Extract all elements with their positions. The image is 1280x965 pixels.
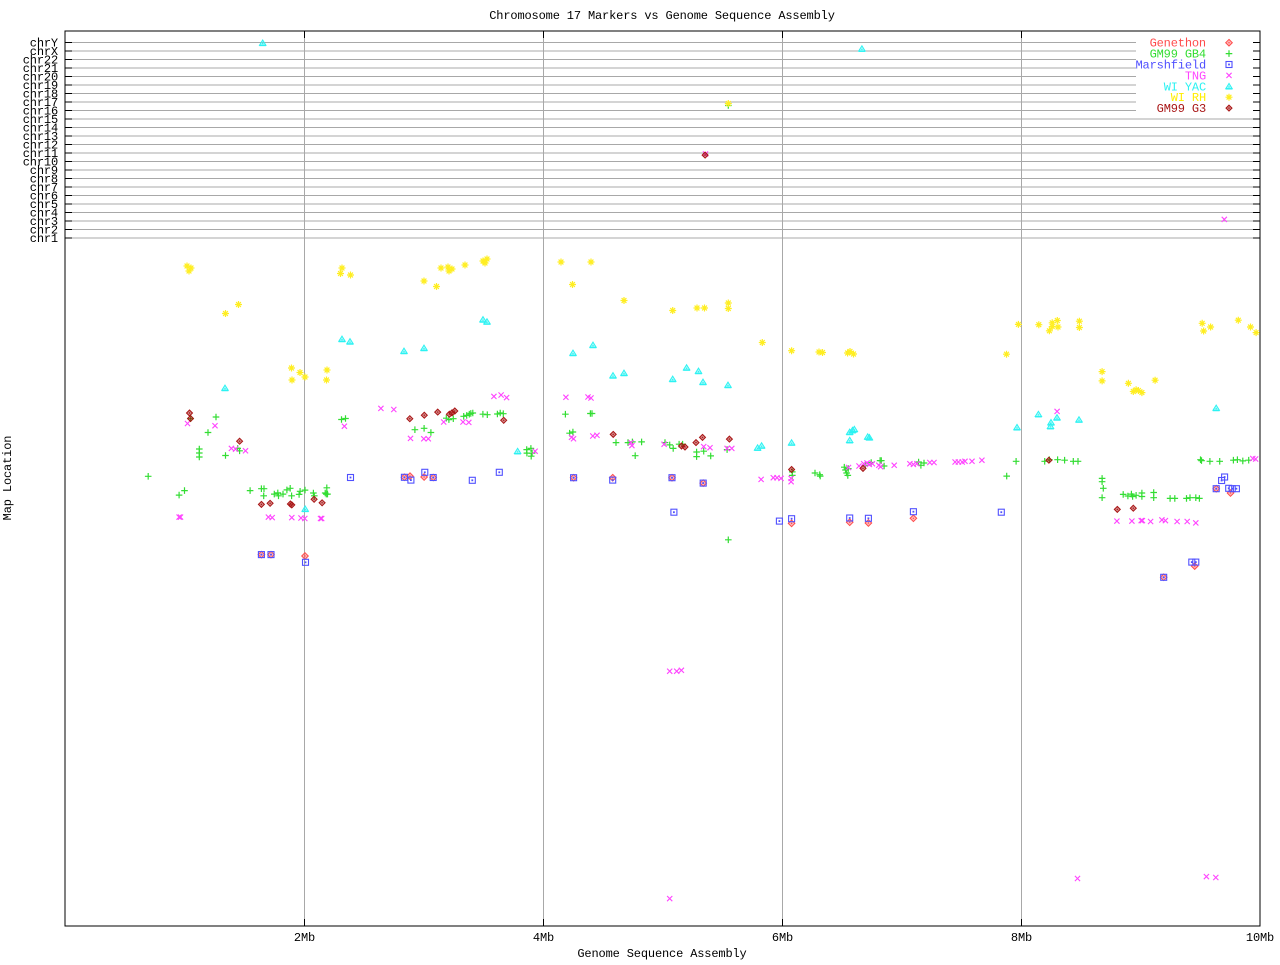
svg-text:TNG: TNG bbox=[1185, 69, 1206, 83]
svg-text:GM99 G3: GM99 G3 bbox=[1157, 102, 1206, 116]
svg-text:chr7: chr7 bbox=[30, 181, 58, 195]
svg-text:chrX: chrX bbox=[30, 45, 58, 59]
svg-text:chr16: chr16 bbox=[23, 104, 58, 118]
svg-text:chr1: chr1 bbox=[30, 232, 58, 246]
svg-text:chr9: chr9 bbox=[30, 164, 58, 178]
svg-text:GM99 GB4: GM99 GB4 bbox=[1150, 48, 1206, 62]
svg-text:10Mb: 10Mb bbox=[1246, 931, 1274, 945]
svg-text:WI RH: WI RH bbox=[1171, 91, 1206, 105]
svg-text:Genome Sequence Assembly: Genome Sequence Assembly bbox=[577, 947, 746, 960]
svg-text:chr12: chr12 bbox=[23, 138, 58, 152]
svg-text:chr17: chr17 bbox=[23, 96, 58, 110]
svg-text:chr20: chr20 bbox=[23, 70, 58, 84]
svg-text:Map Location: Map Location bbox=[1, 436, 15, 521]
svg-text:chr3: chr3 bbox=[30, 215, 58, 229]
svg-text:Marshfield: Marshfield bbox=[1135, 59, 1206, 73]
svg-text:Genethon: Genethon bbox=[1150, 37, 1206, 51]
svg-text:chr13: chr13 bbox=[23, 130, 58, 144]
svg-text:chr19: chr19 bbox=[23, 79, 58, 93]
svg-text:chr6: chr6 bbox=[30, 190, 58, 204]
svg-text:WI YAC: WI YAC bbox=[1164, 80, 1206, 94]
svg-text:chr15: chr15 bbox=[23, 113, 58, 127]
svg-text:chr4: chr4 bbox=[30, 207, 58, 221]
svg-text:chr11: chr11 bbox=[23, 147, 58, 161]
svg-text:Chromosome 17 Markers vs Genom: Chromosome 17 Markers vs Genome Sequence… bbox=[489, 9, 835, 23]
svg-text:chr22: chr22 bbox=[23, 53, 58, 67]
svg-text:4Mb: 4Mb bbox=[533, 931, 554, 945]
svg-text:6Mb: 6Mb bbox=[772, 931, 793, 945]
svg-text:chr14: chr14 bbox=[23, 121, 58, 135]
svg-text:2Mb: 2Mb bbox=[294, 931, 315, 945]
svg-text:chr2: chr2 bbox=[30, 224, 58, 238]
svg-text:chr8: chr8 bbox=[30, 173, 58, 187]
svg-text:chr5: chr5 bbox=[30, 198, 58, 212]
svg-text:chr21: chr21 bbox=[23, 62, 58, 76]
svg-text:8Mb: 8Mb bbox=[1011, 931, 1032, 945]
svg-text:chrY: chrY bbox=[30, 36, 58, 50]
svg-text:chr10: chr10 bbox=[23, 155, 58, 169]
svg-text:chr18: chr18 bbox=[23, 87, 58, 101]
